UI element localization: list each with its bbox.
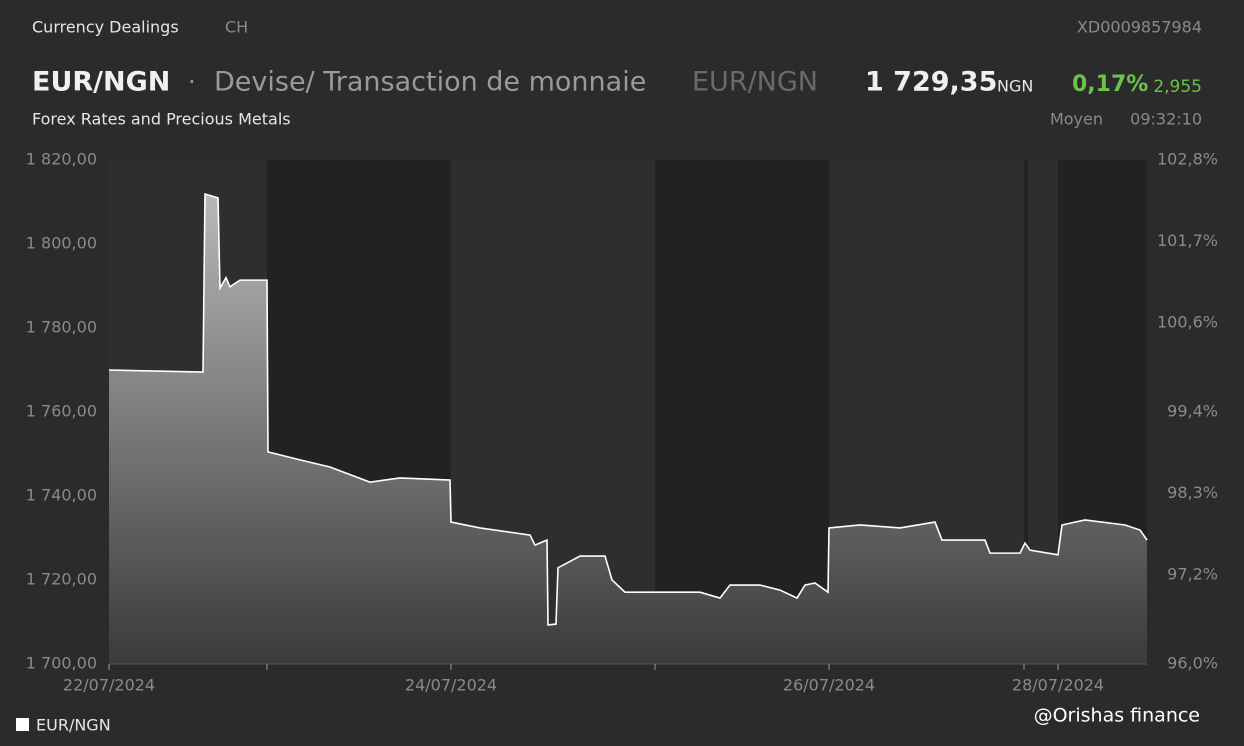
change-pct: 0,17% xyxy=(1072,72,1148,97)
session-band xyxy=(655,160,829,664)
symbol: EUR/NGN xyxy=(32,67,170,98)
y2-tick-label: 99,4% xyxy=(1167,402,1218,421)
change: 2,955 xyxy=(1153,77,1202,97)
y-tick-label: 1 760,00 xyxy=(26,402,97,421)
currency: NGN xyxy=(997,77,1033,96)
area xyxy=(109,194,1147,664)
price-type: Moyen xyxy=(1050,110,1103,129)
x-tick-label: 26/07/2024 xyxy=(783,676,875,695)
time: 09:32:10 xyxy=(1130,110,1202,129)
y2-tick-label: 96,0% xyxy=(1167,654,1218,673)
y-tick-label: 1 740,00 xyxy=(26,486,97,505)
market: Forex Rates and Precious Metals xyxy=(32,110,291,129)
y-tick-label: 1 780,00 xyxy=(26,318,97,337)
price: 1 729,35 xyxy=(865,67,997,98)
x-tick-label: 28/07/2024 xyxy=(1012,676,1104,695)
x-tick-label: 24/07/2024 xyxy=(405,676,497,695)
y2-tick-label: 102,8% xyxy=(1157,150,1218,169)
x-tick-label: 22/07/2024 xyxy=(63,676,155,695)
country: CH xyxy=(225,18,248,37)
category: Currency Dealings xyxy=(32,18,179,37)
legend-label: EUR/NGN xyxy=(36,716,111,735)
line xyxy=(108,192,1148,626)
y-tick-label: 1 700,00 xyxy=(26,654,97,673)
y-tick-label: 1 800,00 xyxy=(26,234,97,253)
session-band xyxy=(1024,160,1028,664)
y-tick-label: 1 820,00 xyxy=(26,150,97,169)
y2-tick-label: 100,6% xyxy=(1157,313,1218,332)
y2-tick-label: 101,7% xyxy=(1157,231,1218,250)
isin: XD0009857984 xyxy=(1077,18,1202,37)
y-tick-label: 1 720,00 xyxy=(26,570,97,589)
description: Devise/ Transaction de monnaie xyxy=(214,67,646,98)
y2-tick-label: 97,2% xyxy=(1167,565,1218,584)
watermark: @Orishas finance xyxy=(1034,705,1200,727)
y2-tick-label: 98,3% xyxy=(1167,483,1218,502)
legend-swatch xyxy=(16,718,29,731)
separator: · xyxy=(188,68,196,96)
symbol2: EUR/NGN xyxy=(692,67,818,98)
